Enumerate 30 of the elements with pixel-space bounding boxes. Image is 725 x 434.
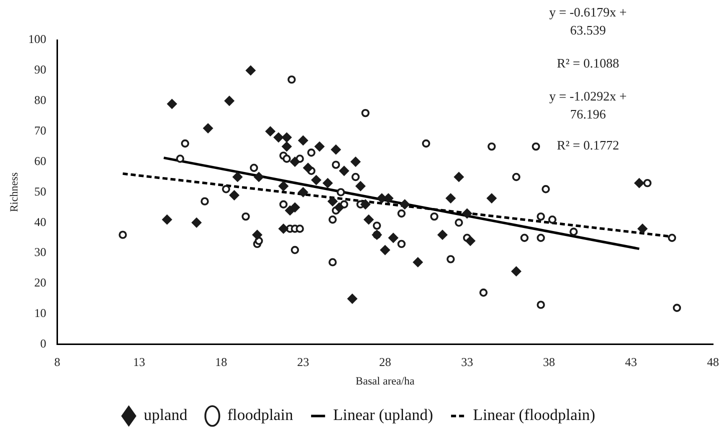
x-tick-label: 33 bbox=[461, 354, 474, 369]
y-tick-label: 70 bbox=[34, 123, 46, 138]
y-tick-label: 80 bbox=[34, 93, 46, 108]
x-tick-label: 18 bbox=[215, 354, 228, 369]
y-tick-label: 40 bbox=[34, 214, 46, 229]
annotation: y = -1.0292x + 76.196 bbox=[549, 88, 627, 122]
y-tick-label: 20 bbox=[34, 276, 46, 290]
y-axis-title: Richness bbox=[8, 172, 20, 212]
y-tick-label: 0 bbox=[40, 336, 46, 351]
legend-label: Linear (upland) bbox=[333, 407, 434, 424]
y-tick-label: 60 bbox=[34, 154, 46, 168]
legend-label: floodplain bbox=[227, 407, 294, 424]
x-tick-label: 43 bbox=[625, 354, 638, 369]
y-tick-label: 30 bbox=[34, 245, 46, 260]
annotation: R² = 0.1088 bbox=[556, 55, 620, 70]
x-tick-label: 8 bbox=[54, 354, 60, 369]
x-tick-label: 23 bbox=[297, 354, 310, 369]
y-tick-label: 90 bbox=[34, 62, 46, 77]
x-tick-label: 28 bbox=[379, 354, 392, 369]
y-tick-label: 50 bbox=[34, 184, 46, 198]
legend-label: Linear (floodplain) bbox=[473, 407, 596, 424]
y-tick-label: 100 bbox=[28, 32, 46, 46]
x-tick-label: 13 bbox=[133, 354, 146, 369]
y-tick-label: 10 bbox=[34, 306, 46, 320]
text: y = -0.6179x + 63.539 bbox=[549, 4, 627, 38]
x-tick-label: 48 bbox=[707, 354, 719, 369]
x-tick-label: 38 bbox=[543, 354, 556, 369]
x-axis-title: Basal area/ha bbox=[356, 375, 415, 388]
legend-label: upland bbox=[144, 407, 188, 424]
annotation: R² = 0.1772 bbox=[556, 137, 620, 152]
